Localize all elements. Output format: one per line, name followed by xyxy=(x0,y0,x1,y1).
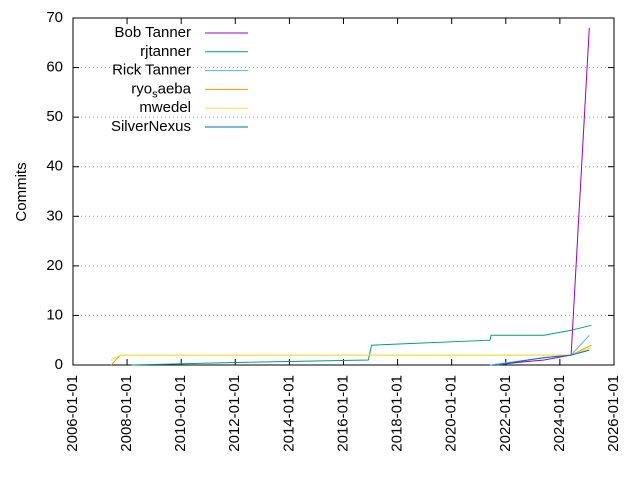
y-tick-label: 50 xyxy=(46,108,63,125)
legend-subscript: s xyxy=(152,88,158,100)
series-line xyxy=(110,347,592,361)
legend-text: mwedel xyxy=(139,99,191,116)
x-tick-label: 2018-01-01 xyxy=(389,375,406,452)
legend-text: Rick Tanner xyxy=(112,62,191,79)
y-tick-label: 40 xyxy=(46,158,63,175)
series-line xyxy=(496,27,590,366)
legend-text: SilverNexus xyxy=(111,118,191,135)
x-tick-label: 2010-01-01 xyxy=(172,375,189,452)
series-line xyxy=(131,324,592,366)
x-tick-label: 2012-01-01 xyxy=(226,375,243,452)
y-tick-label: 0 xyxy=(55,356,63,373)
legend-text: rjtanner xyxy=(140,43,191,60)
legend-label: rjtanner xyxy=(140,43,191,60)
legend-text: Bob Tanner xyxy=(115,24,191,41)
x-tick-label: 2016-01-01 xyxy=(334,375,351,452)
x-tick-label: 2014-01-01 xyxy=(280,375,297,452)
legend-label: mwedel xyxy=(139,99,191,116)
legend-label: Rick Tanner xyxy=(112,62,191,79)
legend-label: Bob Tanner xyxy=(115,24,191,41)
legend-label: SilverNexus xyxy=(111,118,191,135)
series-line xyxy=(496,349,590,366)
legend-text: ryo xyxy=(131,80,152,97)
y-tick-label: 60 xyxy=(46,59,63,76)
x-tick-label: 2026-01-01 xyxy=(605,375,622,452)
x-tick-label: 2006-01-01 xyxy=(64,375,81,452)
legend-text: aeba xyxy=(158,80,192,97)
x-tick-label: 2024-01-01 xyxy=(551,375,568,452)
y-tick-label: 70 xyxy=(46,9,63,26)
x-tick-label: 2020-01-01 xyxy=(443,375,460,452)
x-tick-label: 2008-01-01 xyxy=(118,375,135,452)
x-tick-label: 2022-01-01 xyxy=(497,375,514,452)
y-tick-label: 30 xyxy=(46,207,63,224)
y-tick-label: 20 xyxy=(46,257,63,274)
y-axis-label: Commits xyxy=(13,162,30,221)
legend-label: ryosaeba xyxy=(131,80,191,100)
y-tick-label: 10 xyxy=(46,306,63,323)
